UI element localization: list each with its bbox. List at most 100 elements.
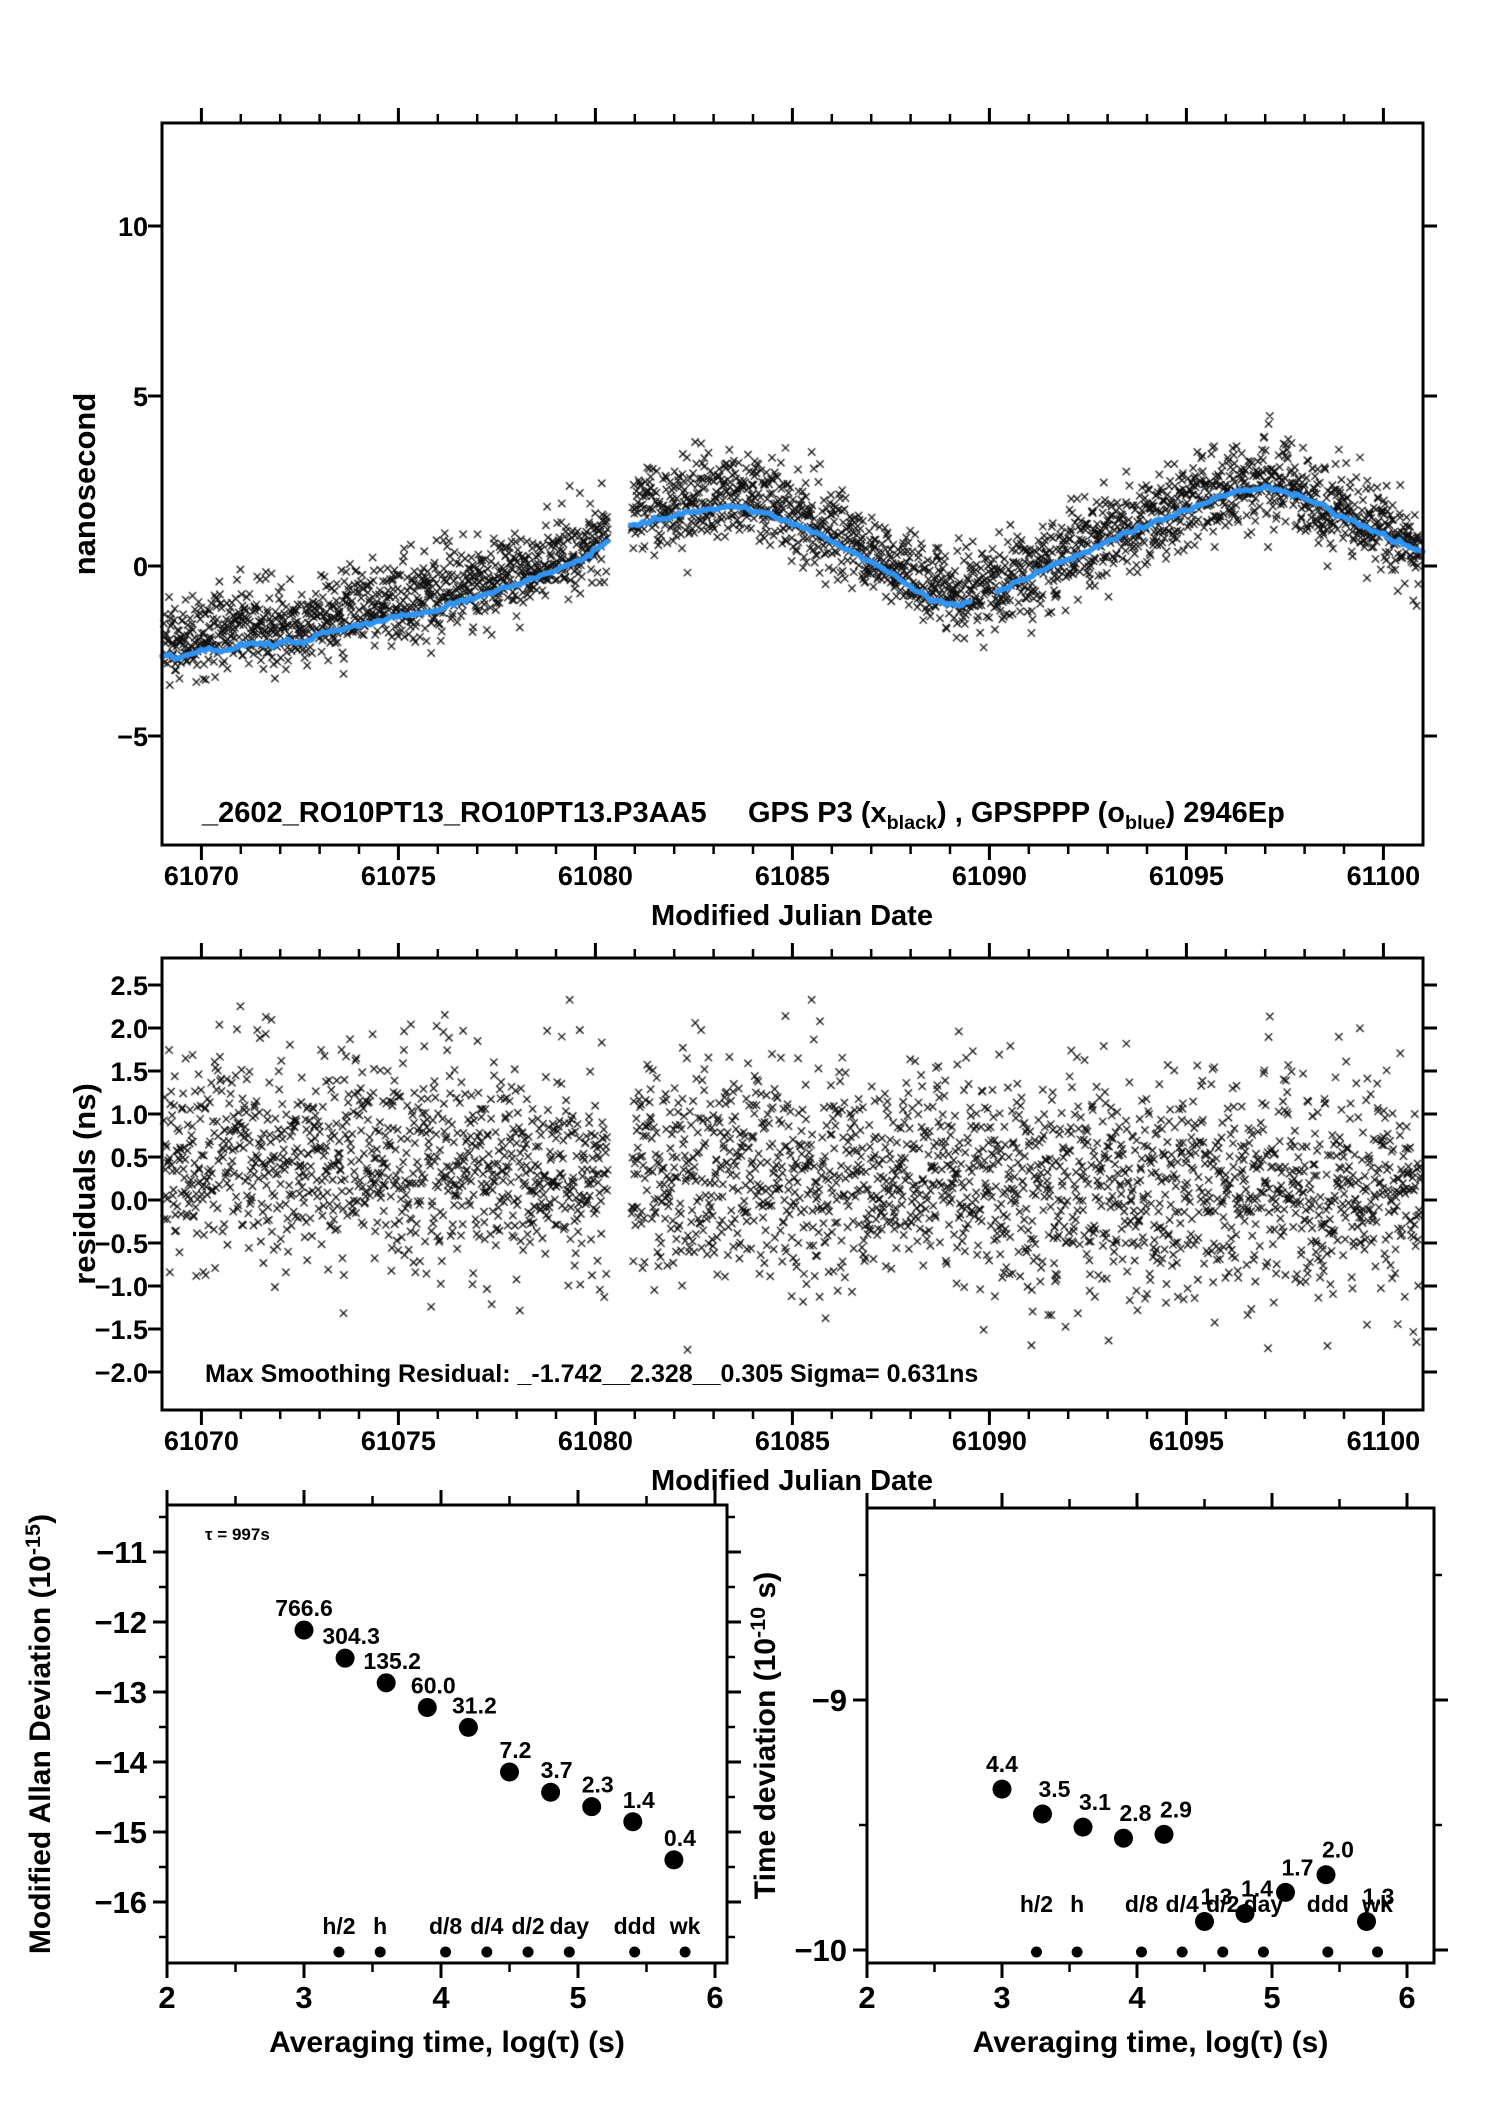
- p2-xtick-label: 61095: [1149, 1426, 1224, 1456]
- p2-yaxis-title: residuals (ns): [67, 1083, 102, 1285]
- p1-ytick-label: 5: [133, 382, 148, 412]
- p3-timeunit-label: h: [373, 1913, 387, 1939]
- p2-xtick-label: 61080: [558, 1426, 633, 1456]
- p2-ytick-label: −2.0: [95, 1358, 148, 1388]
- p3-timeunit-dot: [522, 1946, 534, 1958]
- p2-border: [160, 956, 1425, 1412]
- p2-ytick-label: 2.0: [110, 1014, 148, 1044]
- p3-timeunit-dot: [679, 1946, 691, 1958]
- p1-xtick-label: 61070: [164, 861, 239, 891]
- p3-timeunit-label: d/8: [429, 1913, 462, 1939]
- p4-data-point: [1033, 1804, 1052, 1824]
- p3-data-point: [582, 1797, 602, 1817]
- p4-data-point: [1114, 1828, 1133, 1848]
- p3-timeunit-label: wk: [669, 1913, 701, 1939]
- p2-xtick-label: 61100: [1347, 1426, 1421, 1456]
- p2-xtick-label: 61085: [755, 1426, 830, 1456]
- p4-timeunit-label: day: [1244, 1891, 1284, 1917]
- p3-ytick-label: −15: [94, 1815, 147, 1850]
- p4-data-point: [1357, 1912, 1376, 1932]
- p4-timeunit-dot: [1217, 1946, 1229, 1958]
- p1-xtick-label: 61090: [952, 861, 1027, 891]
- p3-value-label: 60.0: [411, 1673, 456, 1699]
- p3-data-point: [376, 1673, 396, 1693]
- p2-ytick-label: −1.0: [95, 1272, 148, 1302]
- p3-value-label: 1.4: [623, 1787, 655, 1813]
- p1-title-id: _2602_RO10PT13_RO10PT13.P3AA5: [201, 797, 707, 829]
- p2-ytick-label: −0.5: [95, 1229, 148, 1259]
- p3-value-label: 3.7: [541, 1757, 573, 1783]
- p4-xtick-label: 6: [1398, 1980, 1415, 2015]
- p3-timeunit-label: d/2: [511, 1913, 544, 1939]
- p1-ytick-label: −5: [117, 722, 148, 752]
- p3-xtick-label: 3: [295, 1980, 312, 2015]
- p3-xtick-label: 5: [569, 1980, 586, 2015]
- p3-data-point: [294, 1620, 314, 1640]
- p4-timeunit-dot: [1257, 1946, 1269, 1958]
- p3-timeunit-label: d/4: [470, 1913, 503, 1939]
- p4-timeunit-dot: [1030, 1946, 1042, 1958]
- p3-timeunit-dot: [481, 1946, 493, 1958]
- p4-xaxis-title: Averaging time, log(τ) (s): [973, 2026, 1329, 2059]
- p4-value-label: 1.3: [1201, 1884, 1233, 1910]
- p1-xtick-label: 61100: [1347, 861, 1421, 891]
- p3-data-point: [541, 1782, 561, 1802]
- p4-value-label: 1.4: [1241, 1875, 1273, 1901]
- p4-timeunit-label: d/4: [1166, 1891, 1199, 1917]
- p3-timeunit-dot: [333, 1946, 345, 1958]
- p2-ytick-label: −1.5: [95, 1315, 148, 1345]
- p4-timeunit-dot: [1176, 1946, 1188, 1958]
- p4-yaxis-title: Time deviation (10-10 s): [745, 1572, 782, 1899]
- p4-value-label: 4.4: [986, 1751, 1018, 1777]
- p4-timeunit-label: h/2: [1020, 1891, 1053, 1917]
- p3-value-label: 135.2: [363, 1648, 421, 1674]
- p3-value-label: 304.3: [322, 1623, 380, 1649]
- p2-xtick-label: 61075: [361, 1426, 436, 1456]
- p3-xaxis-title: Averaging time, log(τ) (s): [269, 2026, 625, 2059]
- p1-yaxis-title: nanosecond: [67, 393, 102, 576]
- p4-timeunit-dot: [1372, 1946, 1384, 1958]
- p4-xtick-label: 3: [993, 1980, 1010, 2015]
- p4-xtick-label: 4: [1128, 1980, 1146, 2015]
- p1-ytick-label: 10: [118, 212, 148, 242]
- p4-timeunit-dot: [1136, 1946, 1148, 1958]
- p4-value-label: 2.0: [1322, 1837, 1354, 1863]
- p3-data-point: [458, 1717, 478, 1737]
- p1-xtick-label: 61075: [361, 861, 436, 891]
- p3-value-label: 766.6: [275, 1595, 333, 1621]
- p3-ytick-label: −12: [94, 1605, 147, 1640]
- p4-data-point: [1316, 1865, 1336, 1885]
- p3-yaxis-title: Modified Allan Deviation (10-15): [20, 1514, 57, 1954]
- p4-ytick-label: −10: [794, 1933, 847, 1968]
- p3-timeunit-label: day: [549, 1913, 589, 1939]
- p3-ytick-label: −16: [94, 1885, 147, 1920]
- p4-data-point: [1235, 1903, 1255, 1923]
- p3-data-point: [664, 1850, 684, 1870]
- p3-data-point: [417, 1698, 437, 1718]
- p4-xtick-label: 5: [1263, 1980, 1280, 2015]
- p4-timeunit-label: wk: [1361, 1891, 1393, 1917]
- p3-value-label: 0.4: [664, 1825, 696, 1851]
- p4-value-label: 3.1: [1079, 1789, 1111, 1815]
- p3-xtick-label: 6: [706, 1980, 723, 2015]
- p2-ytick-label: 2.5: [110, 971, 148, 1001]
- p3-timeunit-label: h/2: [322, 1913, 355, 1939]
- p3-timeunit-dot: [440, 1946, 452, 1958]
- p2-xtick-label: 61090: [952, 1426, 1027, 1456]
- p3-timeunit-label: ddd: [614, 1913, 656, 1939]
- p4-timeunit-label: d/2: [1206, 1891, 1239, 1917]
- p3-ytick-label: −14: [94, 1745, 147, 1780]
- p4-timeunit-label: h: [1070, 1891, 1084, 1917]
- p4-timeunit-label: d/8: [1125, 1891, 1158, 1917]
- p1-xtick-label: 61085: [755, 861, 830, 891]
- p4-border: [865, 1506, 1436, 1965]
- p4-ytick-label: −9: [812, 1683, 847, 1718]
- p3-xtick-label: 2: [158, 1980, 175, 2015]
- p2-ytick-label: 0.0: [110, 1186, 148, 1216]
- p4-value-label: 1.7: [1282, 1854, 1314, 1880]
- p2-max-residual-annotation: Max Smoothing Residual: _-1.742__2.328__…: [205, 1360, 978, 1388]
- p3-timeunit-dot: [563, 1946, 575, 1958]
- p1-xaxis-title: Modified Julian Date: [651, 900, 933, 932]
